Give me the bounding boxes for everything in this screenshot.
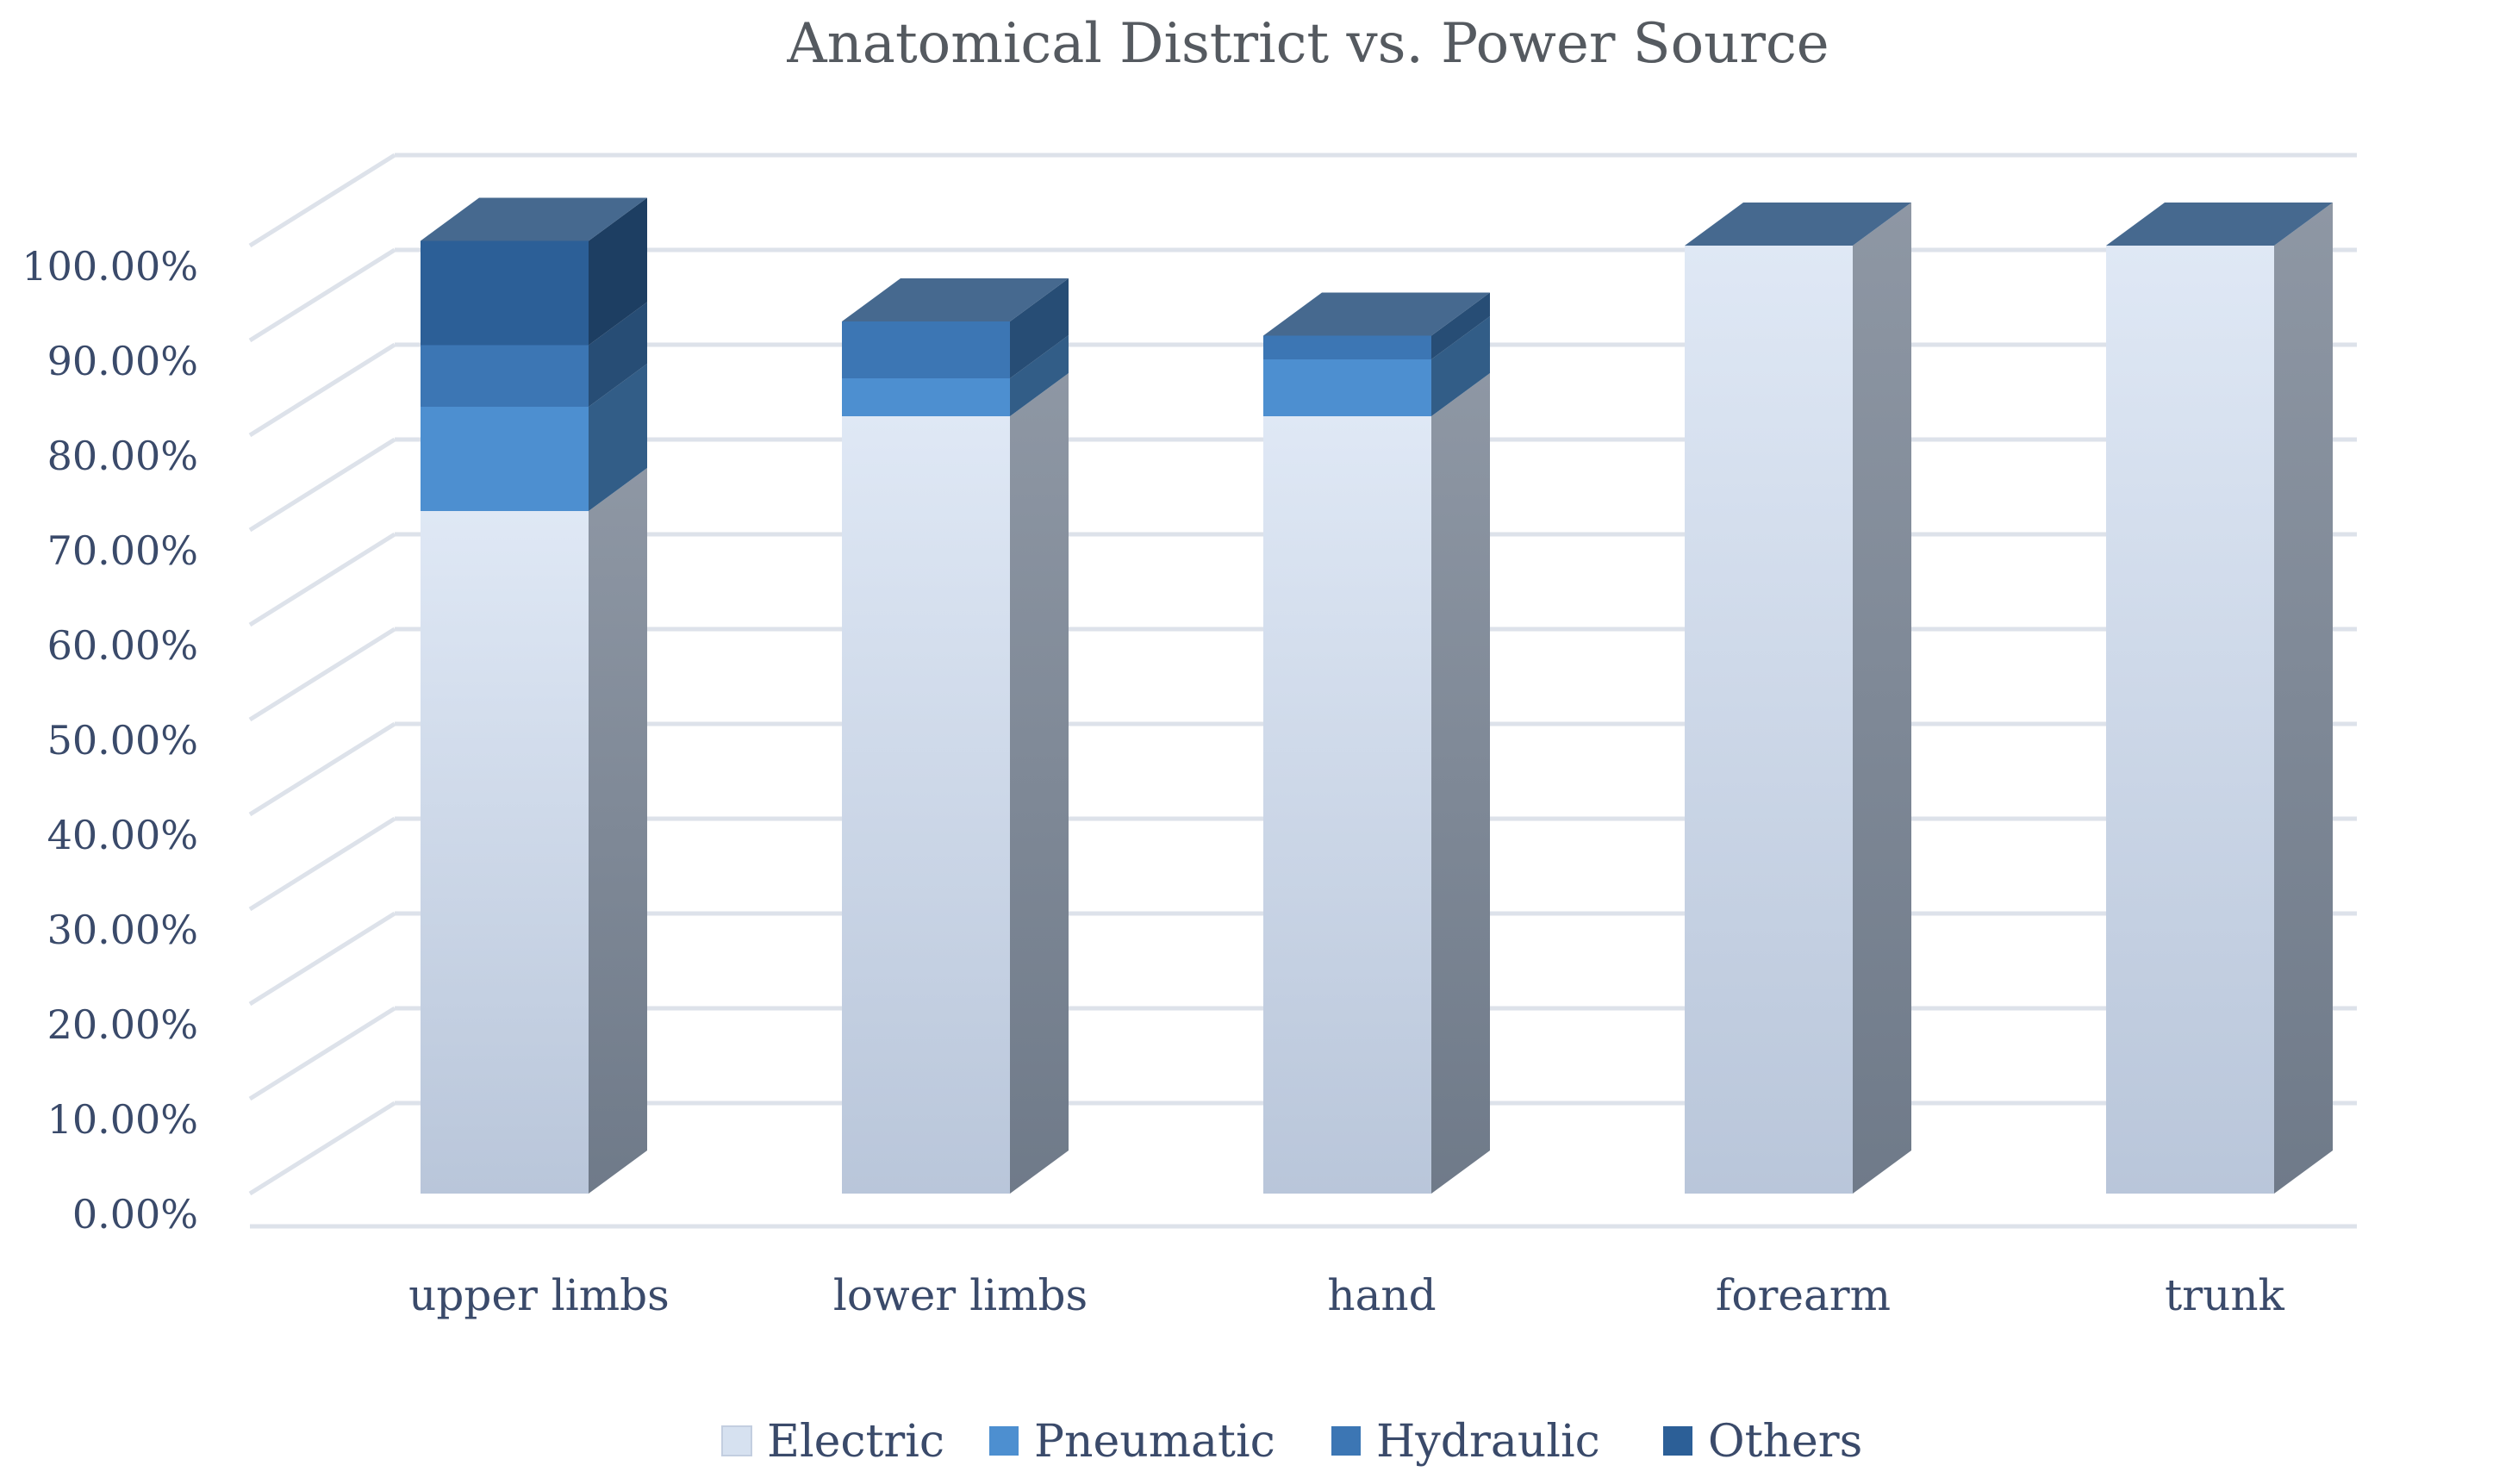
bar-group-trunk: [2106, 203, 2333, 1194]
bar-top: [421, 197, 647, 241]
gridline-diagonal: [248, 627, 396, 722]
bar-segment-pneumatic: [421, 407, 589, 511]
legend-label-pneumatic: Pneumatic: [1034, 1416, 1275, 1468]
bar-top: [1685, 203, 1911, 246]
bar-group-lower-limbs: [842, 278, 1069, 1194]
bar-side-pneumatic: [1010, 335, 1069, 416]
y-tick-label: 10.00%: [47, 1096, 198, 1143]
legend-swatch-hydraulic: [1331, 1426, 1361, 1456]
bar-side-hydraulic: [589, 302, 647, 407]
bar-segment-pneumatic: [1263, 359, 1431, 416]
chart-title: Anatomical District vs. Power Source: [786, 12, 1829, 76]
gridline-diagonal: [248, 342, 396, 438]
y-tick-label: 90.00%: [47, 338, 198, 384]
x-tick-label: hand: [1327, 1270, 1436, 1320]
x-tick-label: forearm: [1716, 1270, 1891, 1320]
bar-segment-others: [421, 240, 589, 346]
bar-side-pneumatic: [1431, 316, 1490, 416]
bar-side-others: [589, 197, 647, 346]
legend-label-electric: Electric: [767, 1416, 944, 1468]
bar-side-electric: [1431, 373, 1490, 1194]
gridline-diagonal: [248, 816, 396, 912]
bar-group-hand: [1263, 292, 1490, 1194]
gridline-diagonal: [248, 1101, 396, 1196]
gridline-diagonal: [248, 153, 396, 248]
legend-swatch-pneumatic: [989, 1426, 1019, 1456]
bars: [421, 197, 2333, 1194]
y-tick-label: 80.00%: [47, 433, 198, 479]
gridline-diagonal: [248, 247, 396, 343]
gridline-diagonal: [248, 437, 396, 533]
bar-side-electric: [1010, 373, 1069, 1194]
legend-label-hydraulic: Hydraulic: [1376, 1416, 1600, 1468]
bar-top: [2106, 203, 2333, 246]
x-tick-label: trunk: [2165, 1270, 2284, 1320]
y-tick-label: 70.00%: [47, 527, 198, 574]
y-tick-label: 0.00%: [72, 1191, 198, 1238]
gridline-diagonal: [248, 1006, 396, 1101]
legend-label-others: Others: [1708, 1416, 1862, 1468]
gridline-diagonal: [248, 532, 396, 627]
bar-group-forearm: [1685, 203, 1911, 1194]
gridline-diagonal: [248, 721, 396, 817]
bar-side-electric: [1853, 203, 1911, 1194]
bar-top: [1263, 292, 1490, 336]
bar-side-hydraulic: [1010, 278, 1069, 378]
bar-group-upper-limbs: [421, 197, 647, 1194]
bar-segment-electric: [421, 511, 589, 1194]
gridline-diagonal: [248, 911, 396, 1007]
bar-segment-hydraulic: [1263, 335, 1431, 359]
legend-swatch-others: [1663, 1426, 1692, 1456]
y-axis-ticks: 0.00% 10.00% 20.00% 30.00% 40.00% 50.00% 60.00…: [22, 243, 198, 1238]
bar-side-electric: [589, 468, 647, 1194]
y-tick-label: 100.00%: [22, 243, 198, 290]
x-tick-label: lower limbs: [833, 1270, 1088, 1320]
bar-side-pneumatic: [589, 364, 647, 511]
bar-segment-electric: [1685, 246, 1853, 1194]
bar-segment-electric: [1263, 416, 1431, 1194]
y-tick-label: 20.00%: [47, 1001, 198, 1048]
y-tick-label: 30.00%: [47, 907, 198, 953]
bar-side-electric: [2274, 203, 2333, 1194]
x-tick-label: upper limbs: [408, 1270, 670, 1320]
bar-segment-pneumatic: [842, 378, 1010, 416]
bar-segment-electric: [2106, 246, 2274, 1194]
bar-segment-electric: [842, 416, 1010, 1194]
y-tick-label: 40.00%: [47, 812, 198, 858]
bar-segment-hydraulic: [421, 345, 589, 407]
x-axis-ticks: upper limbs lower limbs hand forearm trunk: [408, 1270, 2284, 1320]
legend: Electric Pneumatic Hydraulic Others: [721, 1416, 1862, 1468]
bar-side-hydraulic: [1431, 292, 1490, 359]
y-tick-label: 50.00%: [47, 717, 198, 764]
y-tick-label: 60.00%: [47, 622, 198, 669]
legend-swatch-electric: [721, 1425, 752, 1456]
bar-segment-hydraulic: [842, 321, 1010, 378]
bar-top: [842, 278, 1069, 321]
